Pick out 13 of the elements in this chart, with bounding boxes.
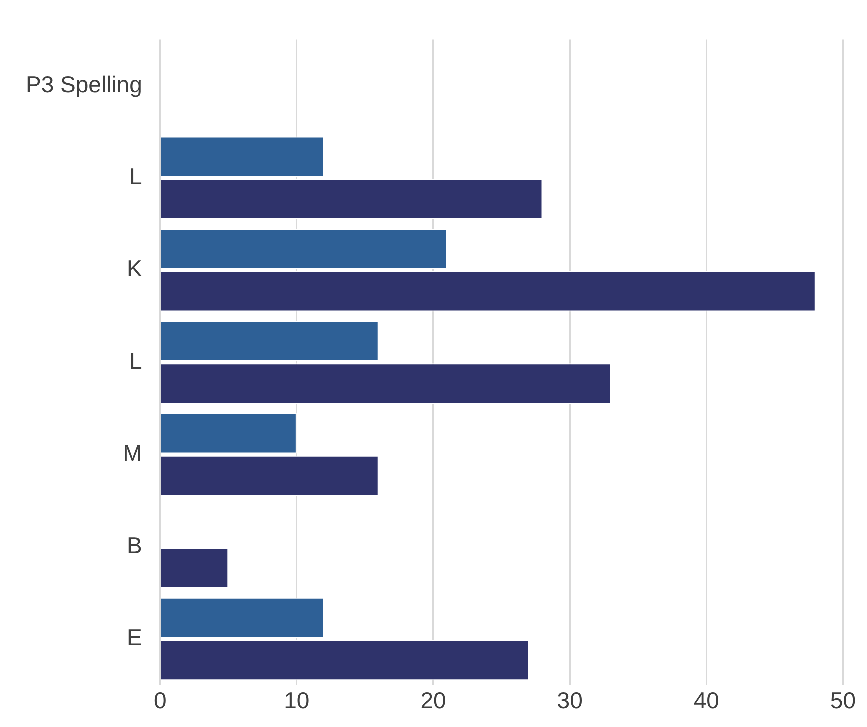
x-tick-label: 30: [557, 688, 583, 714]
y-tick-label: L: [130, 348, 143, 374]
y-tick-label: K: [127, 256, 144, 282]
y-tick-label: M: [123, 440, 142, 466]
y-tick-label: L: [130, 163, 143, 190]
x-tick-label: 40: [694, 688, 720, 714]
x-tick-label: 20: [420, 688, 446, 714]
y-tick-label: B: [127, 532, 142, 558]
x-tick-label: 0: [154, 688, 167, 714]
x-tick-label: 50: [830, 688, 856, 714]
y-tick-label: P3 Spelling: [26, 71, 142, 98]
y-tick-label: E: [127, 624, 142, 651]
x-tick-label: 10: [284, 688, 310, 714]
